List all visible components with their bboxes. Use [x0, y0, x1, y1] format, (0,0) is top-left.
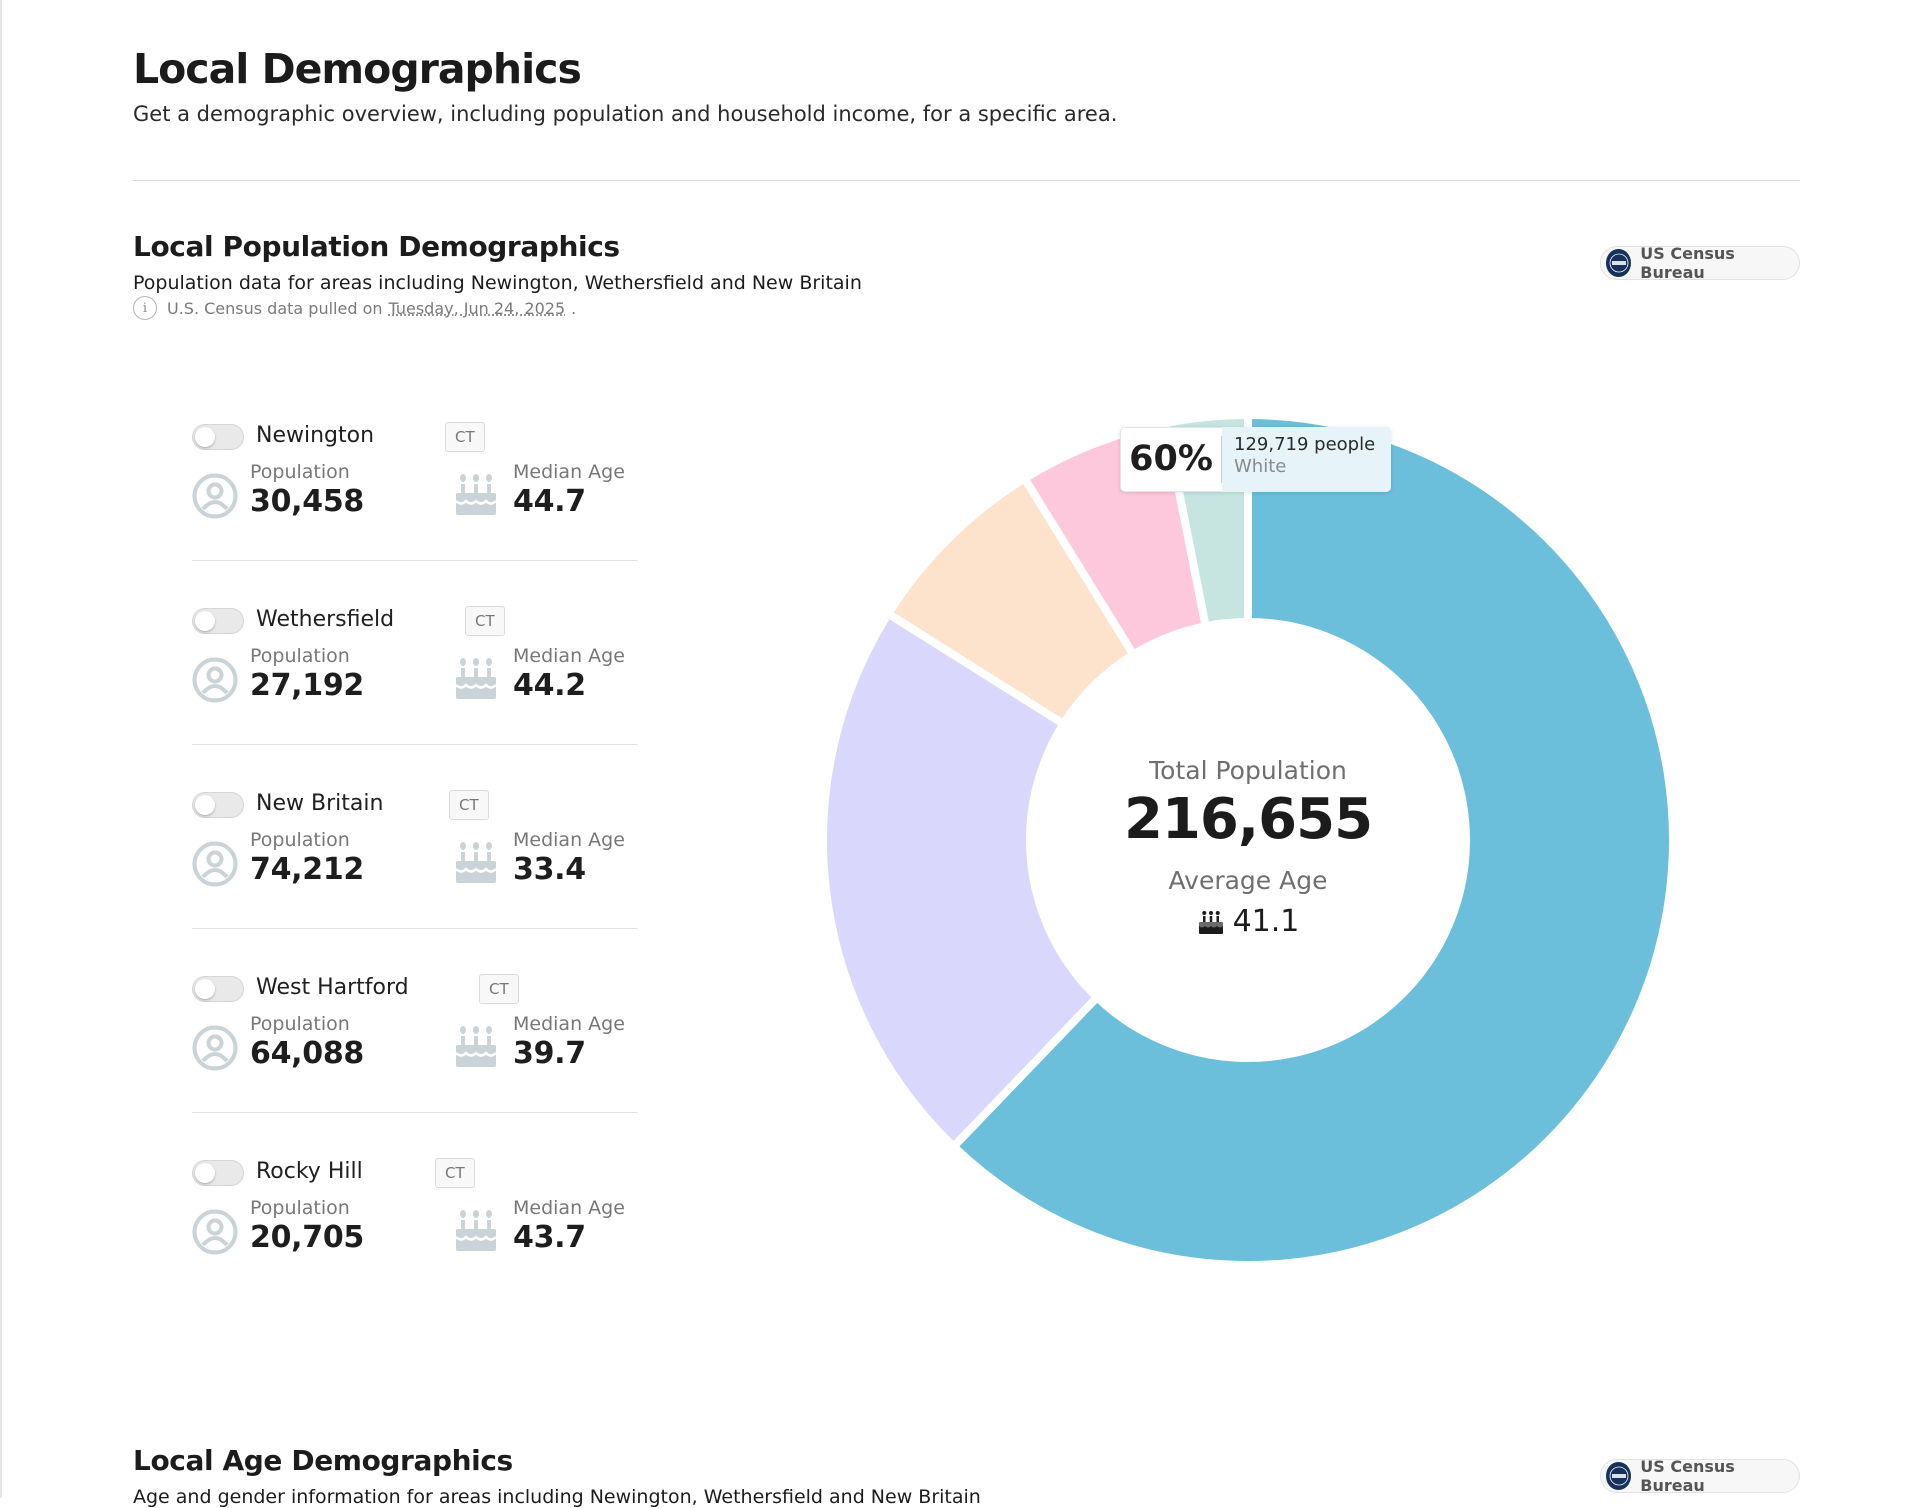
median-age-label: Median Age: [513, 645, 625, 667]
population-value: 74,212: [250, 852, 364, 887]
town-divider: [192, 560, 638, 561]
population-value: 64,088: [250, 1036, 364, 1071]
toggle-knob: [195, 427, 215, 447]
town-row: West Hartford CT Population 64,088 Media…: [192, 964, 638, 1148]
toggle-knob: [195, 611, 215, 631]
town-name: Rocky Hill: [256, 1159, 363, 1184]
state-tag: CT: [449, 790, 489, 820]
cake-icon: [455, 1026, 497, 1067]
toggle-knob: [195, 795, 215, 815]
population-value: 30,458: [250, 484, 364, 519]
town-toggle[interactable]: [192, 976, 244, 1002]
person-icon: [192, 473, 238, 519]
town-row: New Britain CT Population 74,212 Median …: [192, 780, 638, 964]
total-population-label: Total Population: [1149, 756, 1347, 785]
info-suffix: .: [571, 298, 577, 318]
town-toggle[interactable]: [192, 424, 244, 450]
person-icon: [192, 1209, 238, 1255]
tooltip-percent: 60%: [1121, 436, 1222, 483]
town-row: Rocky Hill CT Population 20,705 Median A…: [192, 1148, 638, 1332]
cake-icon: [455, 474, 497, 515]
info-date[interactable]: Tuesday, Jun 24, 2025: [388, 298, 566, 318]
town-toggle[interactable]: [192, 792, 244, 818]
census-seal-icon: [1606, 1462, 1632, 1490]
info-prefix: U.S. Census data pulled on: [167, 298, 383, 318]
census-source-badge-age[interactable]: US Census Bureau: [1600, 1457, 1800, 1495]
population-label: Population: [250, 645, 350, 667]
census-seal-icon: [1606, 249, 1632, 277]
population-value: 27,192: [250, 668, 364, 703]
cake-icon: [455, 658, 497, 699]
median-age-value: 44.7: [513, 484, 586, 519]
donut-slice[interactable]: [949, 411, 1677, 1269]
donut-slice[interactable]: [819, 609, 1102, 1151]
state-tag: CT: [445, 422, 485, 452]
cake-icon: [455, 842, 497, 883]
average-age-value: 41.1: [1232, 904, 1300, 939]
census-badge-label: US Census Bureau: [1640, 1457, 1735, 1495]
person-icon: [192, 1025, 238, 1071]
town-name: West Hartford: [256, 975, 409, 1000]
state-tag: CT: [465, 606, 505, 636]
toggle-knob: [195, 1163, 215, 1183]
person-icon: [192, 657, 238, 703]
town-toggle[interactable]: [192, 1160, 244, 1186]
data-source-note: i U.S. Census data pulled on Tuesday, Ju…: [133, 296, 576, 320]
population-value: 20,705: [250, 1220, 364, 1255]
town-divider: [192, 744, 638, 745]
average-age-row: 41.1: [1048, 904, 1448, 939]
median-age-label: Median Age: [513, 1013, 625, 1035]
left-border: [0, 0, 2, 1498]
population-donut-chart: [819, 411, 1677, 1269]
town-name: Newington: [256, 423, 375, 448]
toggle-knob: [195, 979, 215, 999]
population-section-subtitle: Population data for areas including Newi…: [133, 272, 862, 294]
census-source-badge[interactable]: US Census Bureau: [1600, 244, 1800, 282]
median-age-value: 39.7: [513, 1036, 586, 1071]
cake-icon: [455, 1210, 497, 1251]
median-age-label: Median Age: [513, 461, 625, 483]
info-icon[interactable]: i: [133, 296, 157, 320]
town-row: Newington CT Population 30,458 Median Ag…: [192, 412, 638, 596]
state-tag: CT: [435, 1158, 475, 1188]
median-age-label: Median Age: [513, 829, 625, 851]
town-divider: [192, 1112, 638, 1113]
divider: [133, 180, 1800, 181]
median-age-label: Median Age: [513, 1197, 625, 1219]
population-label: Population: [250, 1013, 350, 1035]
population-label: Population: [250, 829, 350, 851]
census-badge-label: US Census Bureau: [1640, 244, 1735, 282]
population-label: Population: [250, 1197, 350, 1219]
average-age-label: Average Age: [1168, 866, 1328, 895]
town-name: New Britain: [256, 791, 384, 816]
median-age-value: 44.2: [513, 668, 586, 703]
chart-tooltip: 60% 129,719 people White: [1120, 427, 1391, 492]
state-tag: CT: [479, 974, 519, 1004]
age-section-subtitle: Age and gender information for areas inc…: [133, 1486, 981, 1508]
median-age-value: 43.7: [513, 1220, 586, 1255]
page-subtitle: Get a demographic overview, including po…: [133, 102, 1118, 126]
median-age-value: 33.4: [513, 852, 586, 887]
person-icon: [192, 841, 238, 887]
tooltip-category: White: [1234, 456, 1287, 477]
age-section-title: Local Age Demographics: [133, 1444, 513, 1477]
population-section-title: Local Population Demographics: [133, 230, 620, 263]
page-content: Local Demographics Get a demographic ove…: [133, 0, 1800, 1508]
tooltip-count: 129,719 people: [1234, 434, 1376, 455]
town-toggle[interactable]: [192, 608, 244, 634]
population-label: Population: [250, 461, 350, 483]
town-name: Wethersfield: [256, 607, 395, 632]
total-population-value: 216,655: [1123, 787, 1373, 852]
page-title: Local Demographics: [133, 45, 582, 93]
town-divider: [192, 928, 638, 929]
cake-icon: [1198, 910, 1223, 934]
town-row: Wethersfield CT Population 27,192 Median…: [192, 596, 638, 780]
